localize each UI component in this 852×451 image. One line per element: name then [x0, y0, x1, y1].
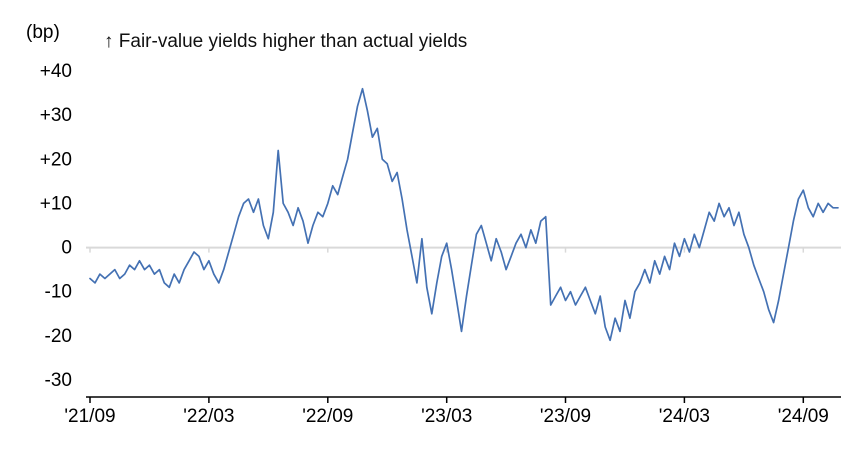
- x-tick-label: '21/09: [64, 406, 115, 427]
- x-tick-label: '23/09: [540, 406, 591, 427]
- y-tick-label: +20: [40, 149, 72, 170]
- x-tick-label: '24/03: [659, 406, 710, 427]
- chart-annotation: ↑ Fair-value yields higher than actual y…: [104, 31, 468, 52]
- x-tick-label: '22/09: [302, 406, 353, 427]
- y-tick-label: +40: [40, 61, 72, 82]
- series-line: [89, 87, 839, 342]
- y-tick-label: -10: [45, 282, 72, 303]
- y-tick-label: -30: [45, 370, 72, 391]
- x-tick-label: '22/03: [183, 406, 234, 427]
- x-tick-label: '24/09: [778, 406, 829, 427]
- y-tick-label: +30: [40, 105, 72, 126]
- x-tick-label: '23/03: [421, 406, 472, 427]
- y-tick-label: 0: [61, 238, 72, 259]
- y-tick-label: +10: [40, 193, 72, 214]
- y-tick-label: -20: [45, 326, 72, 347]
- y-axis-unit-label: (bp): [26, 22, 60, 43]
